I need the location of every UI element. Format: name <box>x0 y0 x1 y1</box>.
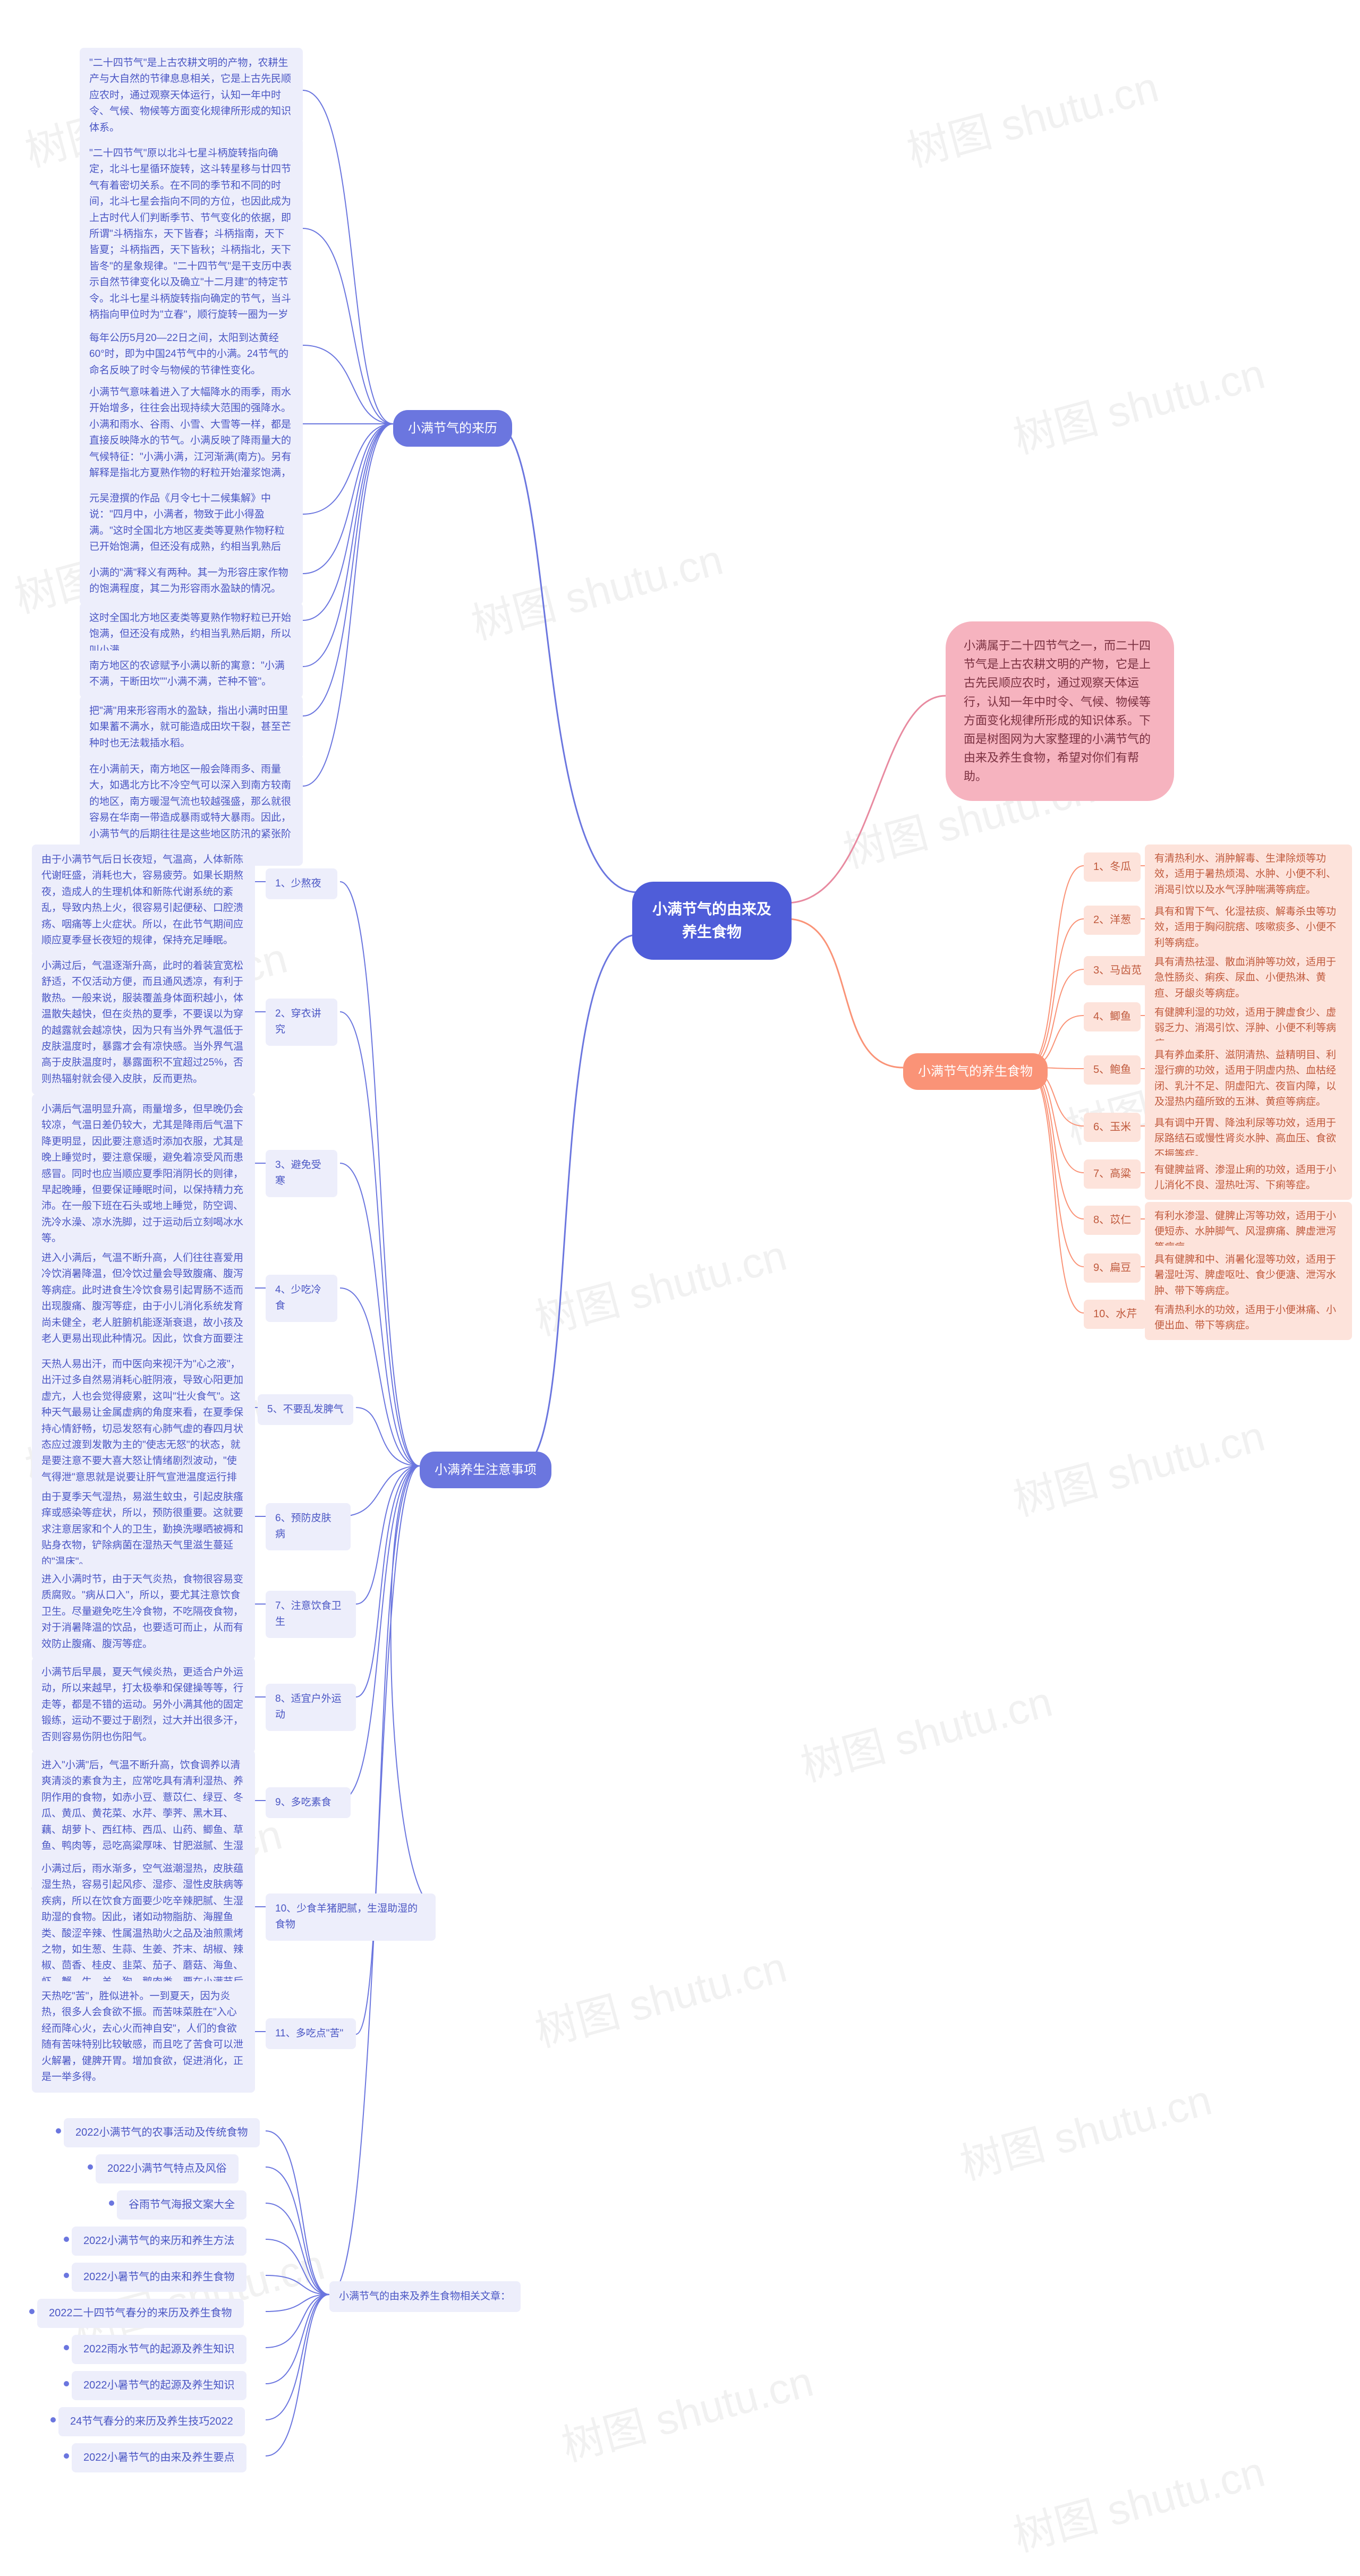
related-link[interactable]: 2022小暑节气的由来及养生要点 <box>72 2443 246 2472</box>
watermark: 树图 shutu.cn <box>1006 1402 1270 1528</box>
bullet-dot <box>88 2164 93 2170</box>
food-key[interactable]: 1、冬瓜 <box>1084 852 1141 882</box>
related-link[interactable]: 2022小暑节气的起源及养生知识 <box>72 2371 246 2400</box>
watermark: 树图 shutu.cn <box>528 1933 792 2059</box>
food-key[interactable]: 5、鲍鱼 <box>1084 1055 1141 1085</box>
bullet-dot <box>64 2453 69 2459</box>
care-value[interactable]: 由于夏季天气湿热，易滋生蚊虫，引起皮肤瘙痒或感染等症状，所以，预防很重要。这就要… <box>32 1482 255 1577</box>
food-key[interactable]: 10、水芹 <box>1084 1300 1146 1329</box>
related-link[interactable]: 2022小满节气特点及风俗 <box>96 2154 239 2183</box>
food-key[interactable]: 9、扁豆 <box>1084 1253 1141 1283</box>
bullet-dot <box>64 2381 69 2386</box>
bullet-dot <box>64 2273 69 2278</box>
related-link[interactable]: 2022小满节气的来历和养生方法 <box>72 2227 246 2256</box>
bullet-dot <box>64 2345 69 2350</box>
related-link[interactable]: 24节气春分的来历及养生技巧2022 <box>58 2407 245 2436</box>
related-link[interactable]: 2022小满节气的农事活动及传统食物 <box>64 2118 260 2147</box>
care-key[interactable]: 10、少食羊猪肥腻，生湿助湿的食物 <box>266 1893 436 1941</box>
watermark: 树图 shutu.cn <box>464 525 728 651</box>
history-item[interactable]: 南方地区的农谚赋予小满以新的寓意："小满不满，干断田坎""小满不满，芒种不管"。 <box>80 651 303 698</box>
food-value[interactable]: 具有养血柔肝、滋阴清热、益精明目、利湿行痹的功效，适用于阴虚内热、血枯经闭、乳汁… <box>1145 1041 1352 1116</box>
history-item[interactable]: "二十四节气"是上古农耕文明的产物，农耕生产与大自然的节律息息相关，它是上古先民… <box>80 48 303 143</box>
watermark: 树图 shutu.cn <box>528 1221 792 1347</box>
food-key[interactable]: 8、苡仁 <box>1084 1206 1141 1235</box>
food-value[interactable]: 有清热利水的功效，适用于小便淋痛、小便出血、带下等病症。 <box>1145 1296 1352 1340</box>
intro-node[interactable]: 小满属于二十四节气之一，而二十四节气是上古农耕文明的产物，它是上古先民顺应农时，… <box>946 621 1174 801</box>
bullet-dot <box>64 2237 69 2242</box>
related-heading[interactable]: 小满节气的由来及养生食物相关文章： <box>329 2281 521 2312</box>
care-key[interactable]: 11、多吃点"苦" <box>266 2018 356 2049</box>
food-key[interactable]: 3、马齿苋 <box>1084 956 1151 985</box>
care-key[interactable]: 6、预防皮肤病 <box>266 1503 351 1550</box>
bullet-dot <box>56 2128 61 2134</box>
care-value[interactable]: 由于小满节气后日长夜短，气温高，人体新陈代谢旺盛，消耗也大，容易疲劳。如果长期熬… <box>32 845 255 956</box>
care-key[interactable]: 5、不要乱发脾气 <box>258 1394 353 1425</box>
bullet-dot <box>29 2309 35 2314</box>
root-node[interactable]: 小满节气的由来及养生食物 <box>632 882 792 960</box>
care-key[interactable]: 1、少熬夜 <box>266 868 337 899</box>
watermark: 树图 shutu.cn <box>1006 339 1270 465</box>
care-key[interactable]: 2、穿衣讲究 <box>266 999 337 1046</box>
care-key[interactable]: 9、多吃素食 <box>266 1787 351 1818</box>
branch-foods[interactable]: 小满节气的养生食物 <box>903 1053 1048 1090</box>
related-link[interactable]: 2022雨水节气的起源及养生知识 <box>72 2335 246 2364</box>
food-key[interactable]: 4、鲫鱼 <box>1084 1002 1141 1031</box>
related-link[interactable]: 谷雨节气海报文案大全 <box>117 2190 246 2220</box>
care-key[interactable]: 3、避免受寒 <box>266 1150 337 1197</box>
branch-history[interactable]: 小满节气的来历 <box>393 410 512 447</box>
history-item[interactable]: 把"满"用来形容雨水的盈缺，指出小满时田里如果蓄不满水，就可能造成田坎干裂，甚至… <box>80 696 303 759</box>
food-key[interactable]: 6、玉米 <box>1084 1113 1141 1142</box>
care-key[interactable]: 8、适宜户外运动 <box>266 1684 356 1731</box>
watermark: 树图 shutu.cn <box>899 53 1164 178</box>
related-link[interactable]: 2022小暑节气的由来和养生食物 <box>72 2263 246 2292</box>
care-value[interactable]: 进入小满时节，由于天气炎热，食物很容易变质腐败。"病从口入"，所以，要尤其注意饮… <box>32 1564 255 1660</box>
bullet-dot <box>50 2417 56 2423</box>
watermark: 树图 shutu.cn <box>793 1667 1058 1793</box>
history-item[interactable]: 小满的"满"释义有两种。其一为形容庄家作物的饱满程度，其二为形容雨水盈缺的情况。 <box>80 558 303 605</box>
care-value[interactable]: 小满节后早晨，夏天气候炎热，更适合户外运动，所以来越早，打太极拳和保健操等等，行… <box>32 1657 255 1753</box>
care-key[interactable]: 4、少吃冷食 <box>266 1275 337 1322</box>
branch-care[interactable]: 小满养生注意事项 <box>420 1452 551 1488</box>
food-value[interactable]: 有清热利水、消肿解毒、生津除烦等功效，适用于暑热烦渴、水肿、小便不利、消渴引饮以… <box>1145 845 1352 904</box>
food-key[interactable]: 2、洋葱 <box>1084 906 1141 935</box>
care-value[interactable]: 小满过后，气温逐渐升高，此时的着装宜宽松舒适，不仅活动方便，而且通风透凉，有利于… <box>32 951 255 1095</box>
care-key[interactable]: 7、注意饮食卫生 <box>266 1591 356 1638</box>
related-link[interactable]: 2022二十四节气春分的来历及养生食物 <box>37 2299 244 2328</box>
watermark: 树图 shutu.cn <box>1006 2437 1270 2563</box>
watermark: 树图 shutu.cn <box>554 2347 819 2473</box>
food-value[interactable]: 有健脾益肾、渗湿止痢的功效，适用于小儿消化不良、湿热吐泻、下痢等症。 <box>1145 1156 1352 1200</box>
bullet-dot <box>109 2200 114 2206</box>
care-value[interactable]: 天热吃"苦"，胜似进补。一到夏天，因为炎热，很多人会食欲不振。而苦味菜胜在"入心… <box>32 1981 255 2093</box>
watermark: 树图 shutu.cn <box>953 2066 1217 2191</box>
care-value[interactable]: 小满后气温明显升高，雨量增多，但早晚仍会较凉，气温日差仍较大，尤其是降雨后气温下… <box>32 1094 255 1255</box>
food-key[interactable]: 7、高粱 <box>1084 1159 1141 1189</box>
